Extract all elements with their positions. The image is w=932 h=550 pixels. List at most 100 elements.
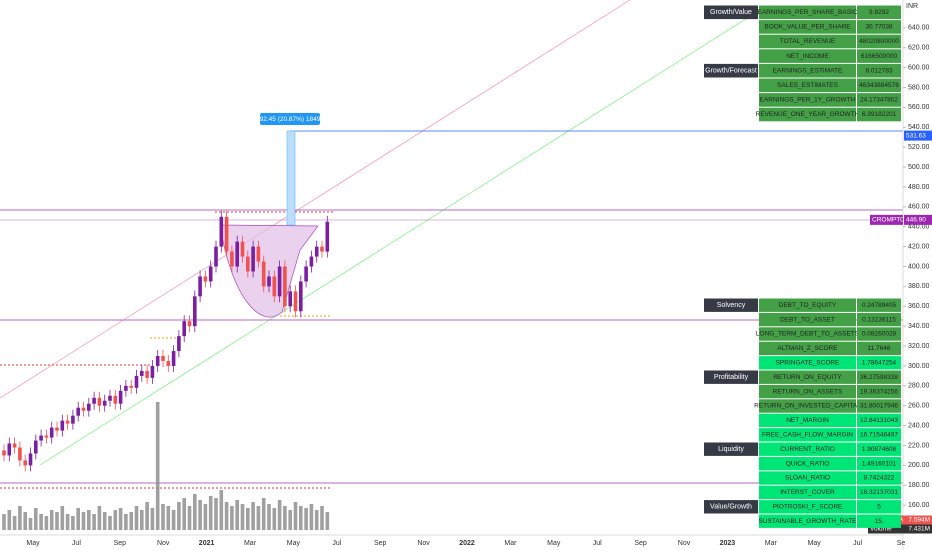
volume-bar (325, 512, 330, 530)
metric-value: 19.36374256 (860, 388, 898, 395)
metric-name-bg (759, 312, 856, 327)
price-tag-bg (904, 130, 932, 141)
metric-name: RETURN_ON_EQUITY (773, 374, 842, 381)
section-header: Liquidity (718, 446, 744, 453)
volume-bar (140, 510, 144, 530)
y-tick-label: 520.00 (908, 144, 930, 151)
section-header: Profitability (714, 374, 749, 381)
volume-bar (193, 494, 197, 530)
metric-name-bg (759, 471, 856, 485)
volume-bar (187, 506, 192, 530)
y-tick-label: 380.00 (908, 283, 930, 290)
x-tick-label: May (547, 540, 561, 547)
metric-name: EARNINGS_ESTIMATE (773, 67, 843, 74)
volume-bar (309, 504, 314, 530)
metric-name: FREE_CASH_FLOW_MARGIN (762, 432, 853, 439)
metric-name: ALTMAN_Z_SCORE (777, 345, 838, 352)
x-tick-label: May (287, 540, 301, 547)
volume-bar (118, 508, 123, 530)
y-tick-label: 320.00 (908, 343, 930, 350)
candle-body (118, 390, 123, 404)
metric-value-bg (857, 428, 901, 442)
volume-bar (44, 516, 49, 530)
metric-value-bg (857, 20, 901, 34)
volume-bar (251, 502, 255, 530)
x-tick-label: Nov (157, 540, 170, 547)
metric-value-bg (857, 471, 901, 485)
volume-bar (256, 506, 261, 530)
metric-value-bg (857, 34, 901, 49)
candle-body (28, 453, 33, 466)
volume-bar (124, 514, 128, 530)
x-tick-label: Jul (72, 540, 81, 547)
volume-bar (155, 402, 160, 530)
x-tick-label: Sep (634, 540, 647, 547)
metric-name: INTERST_COVER (780, 489, 835, 496)
metric-name-bg (759, 384, 856, 399)
volume-bar (134, 506, 139, 530)
y-tick-label: 200.00 (908, 462, 930, 469)
price-tag: 446.90 (906, 217, 926, 224)
volume-bar (208, 496, 213, 530)
candle-body (39, 435, 43, 441)
symbol-tag-bg (870, 214, 903, 225)
volume-bar (7, 510, 12, 530)
metric-name: LONG_TERM_DEBT_TO_ASSETS (756, 331, 860, 338)
volume-bar (235, 500, 239, 530)
metric-name: PIOTROSKI_F_SCORE (773, 504, 843, 511)
trend-line (0, 0, 631, 399)
volume-bar (23, 512, 27, 530)
section-header-bg (704, 5, 758, 20)
metric-name: TOTAL_REVENUE (780, 38, 836, 45)
metric-value-bg (857, 5, 901, 20)
candle-body (272, 276, 277, 297)
metric-value-bg (857, 298, 901, 312)
metric-name: EARNINGS_PER_SHARE_BASIC (757, 9, 857, 16)
candle-body (246, 256, 250, 272)
metric-value-bg (857, 49, 901, 63)
candle-body (304, 266, 308, 282)
volume-bar (261, 498, 266, 530)
symbol-tag: CROMPTON (872, 217, 910, 224)
volume-bar (314, 510, 319, 530)
metric-value-bg (857, 107, 901, 122)
volume-bar (87, 510, 91, 530)
metric-value-bg (857, 413, 901, 428)
volume-bar (2, 514, 6, 530)
candle-body (256, 246, 261, 262)
x-tick-label: Nov (417, 540, 430, 547)
metric-value: 36.27598338 (860, 374, 898, 381)
y-tick-label: 580.00 (908, 84, 930, 91)
metric-value-bg (857, 93, 901, 107)
volume-bar (283, 506, 287, 530)
y-tick-label: 420.00 (908, 243, 930, 250)
volume-bar (240, 504, 245, 530)
volume-bar (113, 510, 118, 530)
y-tick-label: 540.00 (908, 124, 930, 131)
volume-bar (39, 514, 43, 530)
candle-body (187, 321, 192, 327)
y-tick-label: 260.00 (908, 403, 930, 410)
volume-bar (108, 516, 112, 530)
metric-value: 30.77038 (865, 24, 892, 31)
metric-value-bg (857, 63, 901, 78)
candle-body (166, 360, 171, 366)
candle-body (71, 415, 75, 424)
metric-name: SLOAN_RATIO (785, 475, 830, 482)
section-header-bg (704, 63, 758, 78)
volume-bar (272, 508, 277, 530)
metric-name: CURRENT_RATIO (780, 446, 835, 453)
candle-body (251, 246, 255, 272)
metric-name-bg (759, 428, 856, 442)
candle-body (81, 407, 86, 411)
metric-name: SPRINGATE_SCORE (776, 360, 840, 367)
candle-body (113, 395, 118, 404)
volume-bar (288, 510, 292, 530)
volume-bar (76, 508, 80, 530)
volume-bar (102, 512, 107, 530)
candle-body (177, 336, 181, 352)
y-tick-label: 240.00 (908, 422, 930, 429)
metric-value: 46343884578 (859, 82, 899, 89)
metric-value-bg (857, 399, 901, 413)
metric-name-bg (759, 413, 856, 428)
